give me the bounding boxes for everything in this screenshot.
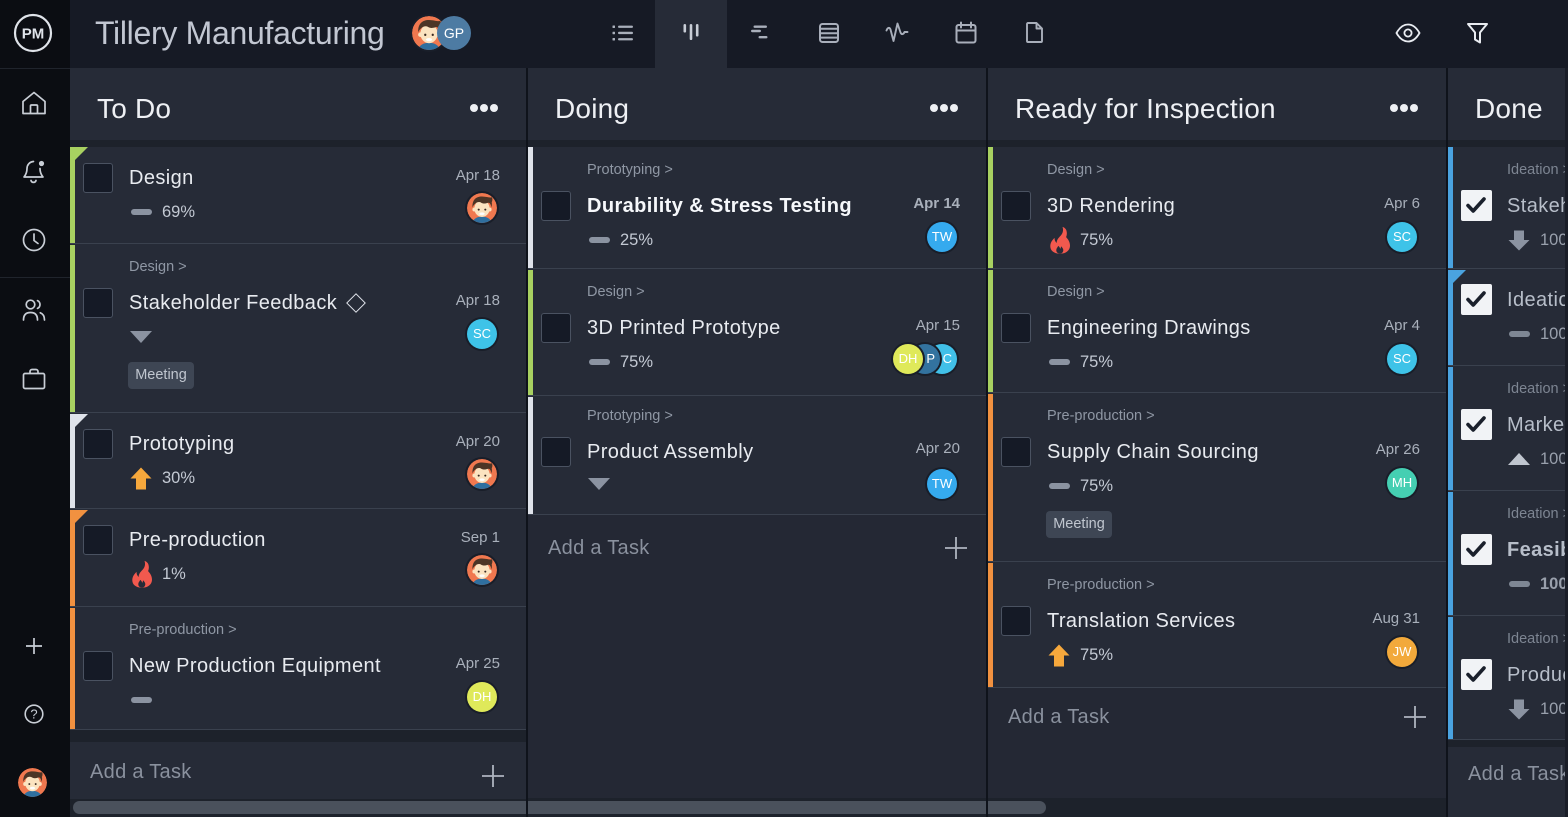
svg-text:?: ? bbox=[30, 707, 37, 722]
svg-text:PM: PM bbox=[22, 26, 45, 43]
